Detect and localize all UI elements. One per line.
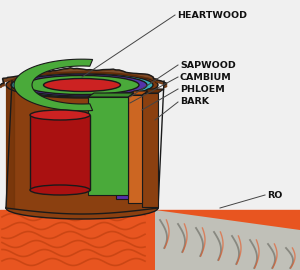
- Text: SAPWOOD: SAPWOOD: [180, 60, 236, 69]
- Polygon shape: [6, 85, 158, 208]
- Polygon shape: [145, 0, 300, 210]
- Text: CAMBIUM: CAMBIUM: [180, 73, 232, 82]
- Polygon shape: [128, 95, 142, 203]
- Polygon shape: [88, 97, 128, 195]
- Polygon shape: [128, 91, 148, 95]
- Ellipse shape: [17, 74, 147, 96]
- Polygon shape: [14, 59, 93, 111]
- Ellipse shape: [6, 197, 158, 219]
- Ellipse shape: [11, 73, 153, 97]
- Ellipse shape: [44, 79, 121, 92]
- Text: RO: RO: [267, 191, 282, 200]
- Ellipse shape: [30, 185, 90, 195]
- Polygon shape: [88, 93, 134, 97]
- Polygon shape: [142, 93, 158, 207]
- Polygon shape: [116, 97, 128, 199]
- Ellipse shape: [25, 76, 139, 94]
- Polygon shape: [155, 210, 300, 270]
- Text: HEARTWOOD: HEARTWOOD: [177, 11, 247, 19]
- Text: BARK: BARK: [180, 97, 209, 106]
- Ellipse shape: [6, 72, 158, 98]
- Polygon shape: [116, 93, 134, 97]
- Text: PHLOEM: PHLOEM: [180, 85, 225, 93]
- Polygon shape: [30, 115, 90, 190]
- Polygon shape: [142, 89, 164, 93]
- Ellipse shape: [30, 110, 90, 120]
